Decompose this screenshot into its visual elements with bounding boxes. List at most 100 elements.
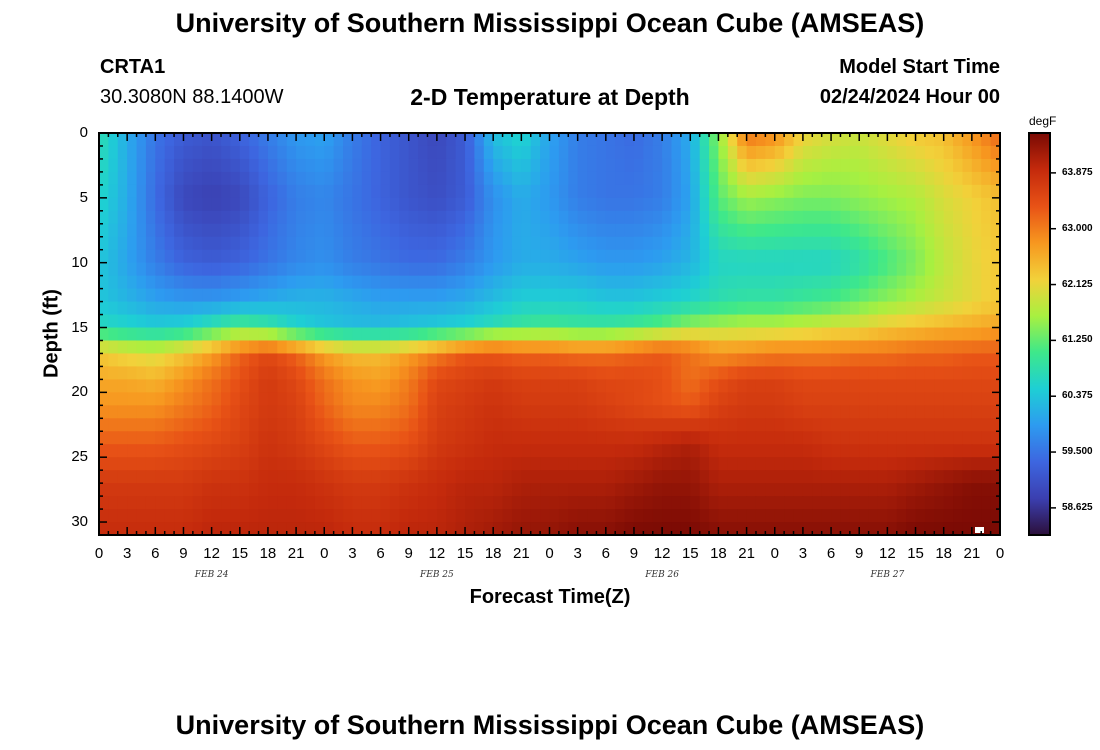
heatmap-cell bbox=[558, 236, 569, 251]
heatmap-cell bbox=[296, 314, 307, 329]
heatmap-cell bbox=[812, 133, 823, 147]
heatmap-cell bbox=[277, 288, 288, 303]
heatmap-cell bbox=[174, 223, 185, 238]
heatmap-cell bbox=[408, 444, 419, 458]
heatmap-cell bbox=[727, 522, 738, 536]
heatmap-cell bbox=[389, 379, 400, 393]
heatmap-cell bbox=[465, 133, 476, 147]
heatmap-cell bbox=[802, 483, 813, 497]
heatmap-cell bbox=[821, 496, 832, 510]
heatmap-cell bbox=[145, 145, 156, 160]
heatmap-cell bbox=[868, 379, 879, 393]
heatmap-cell bbox=[784, 171, 795, 186]
heatmap-cell bbox=[737, 366, 748, 380]
heatmap-cell bbox=[709, 301, 720, 316]
heatmap-cell bbox=[981, 470, 992, 484]
heatmap-cell bbox=[671, 145, 682, 160]
heatmap-cell bbox=[699, 340, 710, 355]
heatmap-cell bbox=[774, 314, 785, 329]
heatmap-cell bbox=[296, 145, 307, 160]
heatmap-cell bbox=[831, 184, 842, 199]
y-axis-ticks bbox=[99, 132, 1000, 536]
heatmap-cell bbox=[587, 249, 598, 264]
heatmap-cell bbox=[934, 522, 945, 536]
heatmap-cell bbox=[446, 366, 457, 380]
heatmap-cell bbox=[587, 262, 598, 277]
heatmap-cell bbox=[615, 405, 626, 419]
heatmap-cell bbox=[849, 236, 860, 251]
heatmap-cell bbox=[474, 457, 485, 471]
heatmap-cell bbox=[389, 158, 400, 173]
heatmap-cell bbox=[418, 327, 429, 342]
heatmap-cell bbox=[671, 314, 682, 329]
heatmap-cell bbox=[145, 158, 156, 173]
heatmap-cell bbox=[981, 496, 992, 510]
heatmap-cell bbox=[624, 210, 635, 225]
heatmap-cell bbox=[296, 275, 307, 290]
heatmap-cell bbox=[680, 145, 691, 160]
heatmap-cell bbox=[784, 145, 795, 160]
heatmap-cell bbox=[981, 509, 992, 523]
heatmap-cell bbox=[953, 184, 964, 199]
heatmap-cell bbox=[221, 184, 231, 199]
heatmap-cell bbox=[145, 288, 156, 303]
heatmap-cell bbox=[446, 301, 457, 316]
heatmap-cell bbox=[981, 262, 992, 277]
x-tick-label: 21 bbox=[963, 545, 981, 562]
heatmap-cell bbox=[277, 444, 288, 458]
heatmap-cell bbox=[277, 496, 288, 510]
heatmap-cell bbox=[727, 145, 738, 160]
page-title-bottom: University of Southern Mississippi Ocean… bbox=[175, 710, 925, 740]
heatmap-cell bbox=[558, 379, 569, 393]
heatmap-cell bbox=[127, 314, 138, 329]
heatmap-cell bbox=[343, 223, 354, 238]
heatmap-cell bbox=[361, 133, 372, 147]
heatmap-cell bbox=[755, 184, 766, 199]
heatmap-cell bbox=[793, 262, 804, 277]
heatmap-cell bbox=[230, 236, 241, 251]
heatmap-cell bbox=[568, 509, 579, 523]
heatmap-cell bbox=[737, 288, 748, 303]
heatmap-cell bbox=[859, 249, 870, 264]
heatmap-cell bbox=[230, 522, 241, 536]
heatmap-cell bbox=[971, 301, 982, 316]
heatmap-cell bbox=[455, 405, 466, 419]
heatmap-cell bbox=[502, 327, 513, 342]
heatmap-cell bbox=[239, 288, 250, 303]
heatmap-cell bbox=[343, 418, 354, 432]
heatmap-cell bbox=[117, 483, 128, 497]
heatmap-cell bbox=[511, 431, 522, 445]
heatmap-cell bbox=[164, 133, 175, 147]
heatmap-cell bbox=[690, 379, 701, 393]
heatmap-cell bbox=[352, 470, 363, 484]
heatmap-cell bbox=[389, 262, 400, 277]
heatmap-cell bbox=[643, 366, 654, 380]
heatmap-cell bbox=[840, 223, 851, 238]
heatmap-cell bbox=[971, 236, 982, 251]
heatmap-cell bbox=[896, 184, 907, 199]
heatmap-cell bbox=[652, 145, 663, 160]
heatmap-cell bbox=[699, 133, 710, 147]
heatmap-cell bbox=[774, 340, 785, 355]
heatmap-cell bbox=[305, 509, 316, 523]
heatmap-cell bbox=[474, 158, 485, 173]
heatmap-cell bbox=[924, 223, 935, 238]
heatmap-cell bbox=[709, 262, 720, 277]
heatmap-cell bbox=[549, 327, 560, 342]
heatmap-cell bbox=[568, 405, 579, 419]
heatmap-cell bbox=[239, 197, 250, 212]
heatmap-cell bbox=[521, 470, 532, 484]
heatmap-cell bbox=[859, 353, 870, 368]
heatmap-cell bbox=[887, 275, 898, 290]
heatmap-cell bbox=[361, 171, 372, 186]
heatmap-cell bbox=[192, 431, 203, 445]
heatmap-cell bbox=[568, 340, 579, 355]
heatmap-cell bbox=[239, 184, 250, 199]
heatmap-cell bbox=[249, 496, 260, 510]
heatmap-cell bbox=[267, 457, 278, 471]
heatmap-cell bbox=[924, 327, 935, 342]
heatmap-cell bbox=[953, 210, 964, 225]
heatmap-cell bbox=[971, 340, 982, 355]
heatmap-cell bbox=[408, 470, 419, 484]
heatmap-cell bbox=[99, 483, 109, 497]
